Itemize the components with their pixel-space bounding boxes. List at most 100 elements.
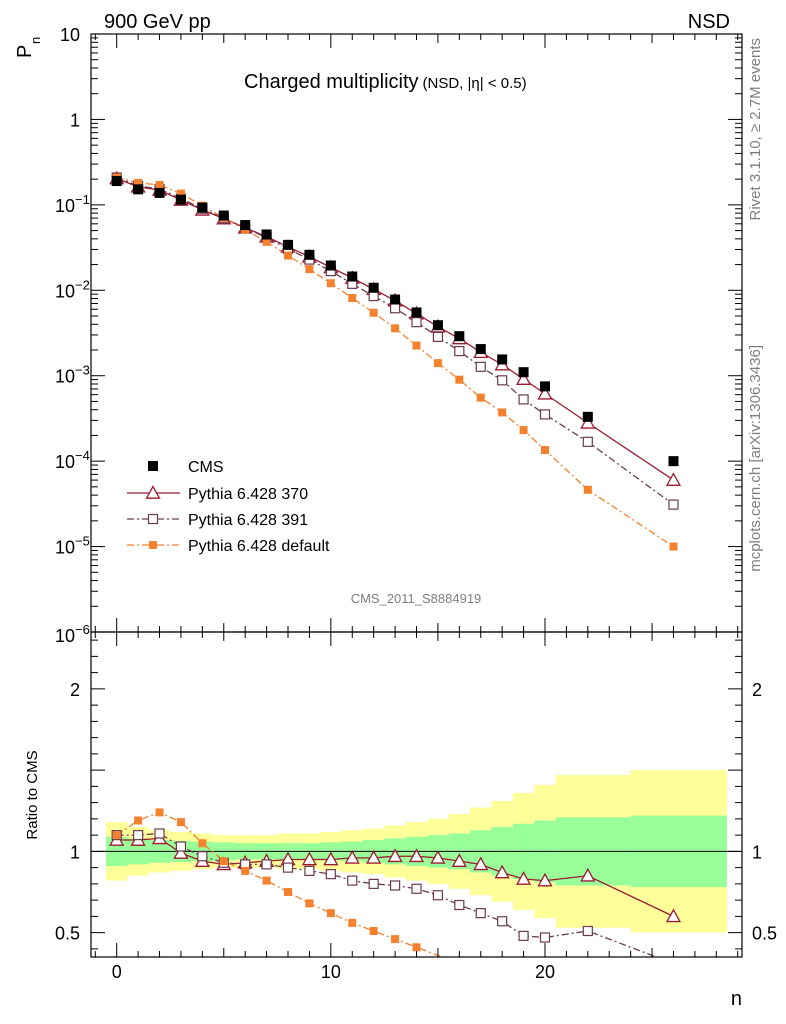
top-point-cms-16 xyxy=(454,331,465,342)
ratio-point-pythia-6-428-391-17 xyxy=(475,908,486,919)
ratio-point-pythia-6-428-default-1 xyxy=(134,816,143,825)
ratio-point-pythia-6-428-370-11 xyxy=(344,850,360,864)
ratio-point-pythia-6-428-391-3 xyxy=(175,841,187,852)
ratio-point-pythia-6-428-391-15 xyxy=(432,890,444,901)
top-point-cms-20 xyxy=(539,381,550,392)
ratio-tick-label-left-2: 2 xyxy=(70,680,80,700)
y-tick-base--4: 10 xyxy=(55,452,75,472)
top-point-pythia-6-428-391-12 xyxy=(368,290,379,302)
top-point-cms-4 xyxy=(197,202,208,213)
top-ylabel-main: P xyxy=(14,45,36,58)
top-point-pythia-6-428-default-18 xyxy=(498,408,507,417)
top-point-pythia-6-428-391-18 xyxy=(497,375,508,386)
top-point-cms-8 xyxy=(283,239,294,250)
ratio-point-pythia-6-428-370-3 xyxy=(173,845,189,859)
ratio-point-pythia-6-428-370-12 xyxy=(366,850,382,864)
y-tick-label--4: 10−4 xyxy=(55,448,90,472)
top-point-pythia-6-428-default-8 xyxy=(284,251,293,260)
top-point-pythia-6-428-default-1 xyxy=(134,178,143,187)
ratio-point-pythia-6-428-391-13 xyxy=(389,880,401,891)
ratio-point-pythia-6-428-default-14 xyxy=(412,943,421,952)
header-right: NSD xyxy=(688,11,730,33)
top-point-pythia-6-428-370-22 xyxy=(665,472,682,486)
ratio-point-pythia-6-428-370-22 xyxy=(665,908,682,923)
y-tick-label--3: 10−3 xyxy=(55,363,90,387)
y-tick-base--2: 10 xyxy=(55,281,75,301)
top-point-cms-2 xyxy=(154,187,165,198)
ratio-point-pythia-6-428-391-11 xyxy=(347,875,358,886)
ratio-tick-label-left-1: 1 xyxy=(70,842,80,862)
ratio-point-pythia-6-428-default-0 xyxy=(112,831,121,840)
rivet-version-label: Rivet 3.1.10, ≥ 2.7M events xyxy=(747,38,764,221)
legend-label-pythia-6-428-370: Pythia 6.428 370 xyxy=(188,486,308,503)
top-point-pythia-6-428-default-10 xyxy=(326,279,335,288)
ratio-point-pythia-6-428-default-6 xyxy=(241,866,250,875)
top-point-pythia-6-428-391-20 xyxy=(539,409,551,420)
legend-label-pythia-6-428-default: Pythia 6.428 default xyxy=(188,538,330,555)
top-point-pythia-6-428-default-21 xyxy=(583,485,592,494)
ratio-tick-label-right-1: 1 xyxy=(752,842,762,862)
ratio-point-pythia-6-428-391-20 xyxy=(539,932,551,943)
ratio-point-pythia-6-428-391-12 xyxy=(368,878,379,889)
legend-label-pythia-6-428-391: Pythia 6.428 391 xyxy=(188,512,308,529)
top-point-cms-22 xyxy=(668,456,679,467)
ratio-point-pythia-6-428-default-11 xyxy=(348,918,357,927)
x-tick-label-20: 20 xyxy=(535,962,555,982)
top-point-pythia-6-428-default-14 xyxy=(412,341,421,350)
top-point-pythia-6-428-391-16 xyxy=(454,345,465,357)
top-point-pythia-6-428-default-17 xyxy=(476,393,485,402)
y-tick-base--5: 10 xyxy=(55,538,75,558)
ratio-point-pythia-6-428-391-2 xyxy=(154,828,165,839)
ratio-series-group xyxy=(109,808,682,957)
ratio-point-pythia-6-428-391-9 xyxy=(304,865,315,876)
top-point-cms-19 xyxy=(518,367,529,378)
top-point-pythia-6-428-default-11 xyxy=(348,294,357,303)
top-point-cms-14 xyxy=(411,307,422,318)
top-point-pythia-6-428-default-20 xyxy=(540,446,549,455)
y-tick-exp--2: −2 xyxy=(75,277,90,292)
ratio-point-pythia-6-428-default-8 xyxy=(284,888,293,896)
y-tick-exp--4: −4 xyxy=(75,448,90,463)
top-point-pythia-6-428-391-15 xyxy=(432,331,444,342)
ratio-point-pythia-6-428-default-5 xyxy=(219,857,228,866)
ratio-point-pythia-6-428-default-10 xyxy=(326,909,335,918)
ratio-ylabel: Ratio to CMS xyxy=(24,750,41,839)
top-point-cms-3 xyxy=(175,194,186,205)
ratio-point-pythia-6-428-370-17 xyxy=(473,856,489,871)
ratio-point-pythia-6-428-370-16 xyxy=(451,853,467,867)
ratio-point-pythia-6-428-default-2 xyxy=(155,808,164,817)
ratio-point-pythia-6-428-370-15 xyxy=(430,850,446,864)
legend: CMS Pythia 6.428 370 Pythia 6.428 391 Pythi… xyxy=(127,459,330,555)
ratio-point-pythia-6-428-391-10 xyxy=(325,869,336,880)
top-point-pythia-6-428-default-16 xyxy=(455,375,464,384)
ratio-point-pythia-6-428-391-16 xyxy=(454,899,465,911)
top-ylabel: P n xyxy=(14,37,43,58)
y-tick-label-0: 1 xyxy=(70,110,80,130)
y-tick-exp--1: −1 xyxy=(75,192,90,207)
x-tick-label-0: 0 xyxy=(112,962,122,982)
top-point-cms-7 xyxy=(261,229,272,240)
ratio-point-pythia-6-428-default-9 xyxy=(305,899,314,908)
top-point-cms-18 xyxy=(497,354,508,365)
ratio-tick-label-right-0.5: 0.5 xyxy=(752,924,777,944)
ratio-tick-label-left-0.5: 0.5 xyxy=(55,924,80,944)
top-line-pythia-6-428-default xyxy=(116,176,674,548)
ratio-point-pythia-6-428-370-20 xyxy=(537,872,553,887)
ratio-point-pythia-6-428-370-9 xyxy=(301,851,318,866)
ratio-point-pythia-6-428-370-10 xyxy=(323,851,339,866)
top-point-pythia-6-428-370-20 xyxy=(537,385,553,400)
y-tick-label--6: 10−6 xyxy=(55,622,90,646)
ratio-point-pythia-6-428-391-1 xyxy=(133,830,144,841)
top-ylabel-sub: n xyxy=(28,37,43,44)
top-point-pythia-6-428-default-7 xyxy=(262,237,271,246)
y-tick-label--5: 10−5 xyxy=(55,534,90,558)
legend-marker-pythia-6-428-default xyxy=(149,541,157,549)
mcplots-label: mcplots.cern.ch [arXiv:1306.3436] xyxy=(747,345,764,572)
top-point-pythia-6-428-default-3 xyxy=(176,189,185,198)
ratio-point-pythia-6-428-391-21 xyxy=(582,925,593,937)
chart-title: Charged multiplicity (NSD, |η| < 0.5) xyxy=(244,71,527,93)
legend-label-cms: CMS xyxy=(188,459,224,476)
top-series-group xyxy=(109,170,682,551)
